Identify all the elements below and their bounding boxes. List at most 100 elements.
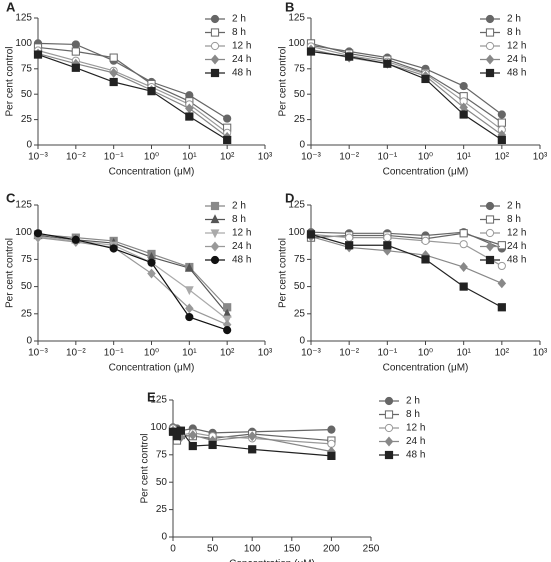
legend-marker <box>485 241 495 252</box>
data-point <box>497 118 506 127</box>
series-line <box>37 237 228 326</box>
panel-label: C <box>6 190 16 205</box>
x-tick-label: 10⁻² <box>66 348 86 359</box>
y-tick-label: 100 <box>288 38 305 49</box>
y-axis-label: Per cent control <box>5 238 16 308</box>
legend-label: 48 h <box>507 255 526 266</box>
legend-marker <box>210 14 220 24</box>
legend-label: 24 h <box>232 54 251 65</box>
y-tick-label: 25 <box>21 114 33 125</box>
data-point <box>147 87 156 96</box>
y-tick-label: 125 <box>15 13 32 24</box>
data-point <box>147 268 156 279</box>
x-tick-label: 10⁰ <box>144 152 159 163</box>
data-point <box>497 241 506 250</box>
y-tick-label: 25 <box>294 114 306 125</box>
legend-label: 48 h <box>507 68 526 79</box>
data-point <box>306 230 316 239</box>
data-point <box>71 40 80 49</box>
legend-marker <box>485 68 495 78</box>
y-tick-label: 125 <box>150 395 167 406</box>
data-point <box>459 240 468 249</box>
y-axis-label: Per cent control <box>5 46 16 116</box>
y-tick-label: 50 <box>294 89 306 100</box>
legend-label: 48 h <box>232 68 251 79</box>
y-tick-label: 125 <box>288 13 305 24</box>
data-point <box>185 112 194 121</box>
legend-label: 8 h <box>232 214 246 225</box>
x-tick-label: 10⁰ <box>144 348 159 359</box>
x-tick-label: 10⁻¹ <box>377 348 397 359</box>
legend-marker <box>384 436 394 447</box>
data-point <box>147 258 156 267</box>
x-tick-label: 10² <box>495 348 510 359</box>
x-tick-label: 150 <box>283 544 300 555</box>
data-point <box>345 233 354 242</box>
data-point <box>109 67 118 78</box>
y-tick-label: 125 <box>15 200 32 211</box>
legend-label: 24 h <box>406 436 425 447</box>
legend-label: 48 h <box>232 255 251 266</box>
legend-label: 12 h <box>406 423 425 434</box>
y-tick-label: 25 <box>156 504 168 515</box>
legend-label: 48 h <box>406 450 425 461</box>
legend-marker <box>384 423 394 433</box>
panel-label: B <box>285 0 294 14</box>
y-tick-label: 75 <box>21 63 33 74</box>
data-point <box>185 312 194 322</box>
series-line <box>310 233 503 308</box>
data-point <box>109 77 118 87</box>
y-tick-label: 0 <box>299 336 305 347</box>
series-line <box>310 48 503 136</box>
data-point <box>188 430 198 441</box>
data-point <box>345 52 354 61</box>
legend-marker <box>210 28 220 37</box>
x-tick-label: 100 <box>244 544 261 555</box>
legend-marker <box>485 201 495 211</box>
series-line <box>37 52 228 138</box>
x-axis-label: Concentration (μM) <box>229 559 315 562</box>
data-point <box>497 303 506 312</box>
y-tick-label: 50 <box>21 281 33 292</box>
data-point <box>497 110 506 119</box>
data-point <box>459 282 468 291</box>
data-point <box>421 255 430 264</box>
legend-label: 12 h <box>232 41 251 52</box>
series-line <box>310 232 503 246</box>
data-point <box>184 286 194 296</box>
y-tick-label: 100 <box>15 227 32 238</box>
x-tick-label: 10¹ <box>456 152 471 163</box>
legend-label: 2 h <box>232 201 246 212</box>
data-point <box>223 326 232 335</box>
data-point <box>497 135 506 145</box>
legend-marker <box>485 14 495 24</box>
x-tick-label: 10⁰ <box>418 348 433 359</box>
data-point <box>247 431 257 442</box>
legend-marker <box>384 396 394 406</box>
x-tick-label: 10⁻³ <box>28 152 48 163</box>
legend-label: 2 h <box>406 396 420 407</box>
data-point <box>459 81 468 91</box>
data-point <box>184 262 194 272</box>
legend-label: 8 h <box>507 214 521 225</box>
panel-label: E <box>147 389 156 404</box>
x-tick-label: 50 <box>207 544 219 555</box>
legend-label: 12 h <box>232 228 251 239</box>
x-tick-label: 10² <box>220 152 235 163</box>
legend-label: 12 h <box>507 228 526 239</box>
x-tick-label: 10² <box>220 348 235 359</box>
series-line <box>37 46 228 129</box>
x-tick-label: 10⁰ <box>418 152 433 163</box>
legend-marker <box>485 255 495 265</box>
legend-label: 8 h <box>406 409 420 420</box>
data-point <box>459 229 468 238</box>
x-tick-label: 10⁻¹ <box>104 348 124 359</box>
legend-label: 24 h <box>507 54 526 65</box>
series-line <box>310 231 503 250</box>
series-line <box>310 45 503 131</box>
data-point <box>459 110 468 119</box>
data-point <box>71 47 80 56</box>
data-point <box>33 50 43 59</box>
data-point <box>497 278 507 289</box>
data-point <box>188 441 197 451</box>
